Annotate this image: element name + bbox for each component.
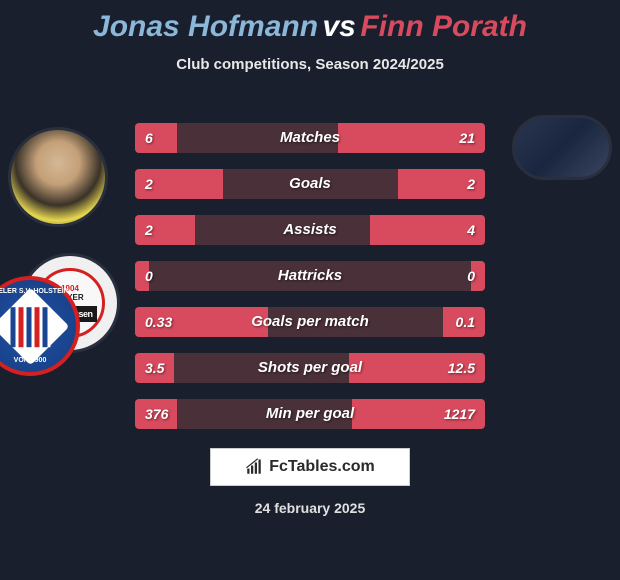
stat-row: Goals per match0.33 0.1 — [135, 307, 485, 337]
fctables-brand: FcTables.com — [269, 458, 375, 476]
stat-label: Goals per match — [135, 307, 485, 337]
fctables-badge[interactable]: FcTables.com — [210, 448, 410, 486]
club2-crest: KIELER S.V. HOLSTEIN VON 1900 — [0, 276, 80, 376]
player2-avatar — [512, 115, 612, 180]
club2-text-top: KIELER S.V. HOLSTEIN — [0, 288, 69, 295]
stat-value-right: 21 — [459, 123, 475, 153]
stat-value-left: 2 — [145, 215, 153, 245]
vs-label: vs — [323, 10, 356, 43]
player1-avatar — [8, 127, 108, 227]
stat-value-right: 0 — [467, 261, 475, 291]
stat-label: Shots per goal — [135, 353, 485, 383]
stat-value-left: 0.33 — [145, 307, 172, 337]
chart-icon — [245, 458, 263, 476]
stat-value-left: 0 — [145, 261, 153, 291]
stat-value-right: 0.1 — [456, 307, 475, 337]
stat-label: Min per goal — [135, 399, 485, 429]
player2-name: Finn Porath — [360, 10, 527, 43]
club2-stripes — [10, 306, 50, 346]
stats-container: Matches621Goals22Assists24Hattricks00Goa… — [135, 123, 485, 445]
stat-value-left: 2 — [145, 169, 153, 199]
stat-row: Hattricks0 0 — [135, 261, 485, 291]
stat-value-left: 3.5 — [145, 353, 164, 383]
stat-label: Assists — [135, 215, 485, 245]
subtitle: Club competitions, Season 2024/2025 — [0, 56, 620, 73]
stat-value-right: 2 — [467, 169, 475, 199]
date-label: 24 february 2025 — [0, 500, 620, 516]
club2-crest-inner — [0, 287, 69, 365]
stat-label: Hattricks — [135, 261, 485, 291]
player1-name: Jonas Hofmann — [93, 10, 318, 43]
stat-row: Matches6 21 — [135, 123, 485, 153]
stat-row: Assists2 4 — [135, 215, 485, 245]
stat-row: Goals2 2 — [135, 169, 485, 199]
stat-value-left: 376 — [145, 399, 168, 429]
stat-value-right: 1217 — [444, 399, 475, 429]
stat-value-right: 12.5 — [448, 353, 475, 383]
stat-value-left: 6 — [145, 123, 153, 153]
comparison-title: Jonas Hofmann vs Finn Porath — [0, 0, 620, 44]
stat-row: Min per goal376 1217 — [135, 399, 485, 429]
stat-row: Shots per goal3.5 12.5 — [135, 353, 485, 383]
stat-label: Matches — [135, 123, 485, 153]
stat-label: Goals — [135, 169, 485, 199]
stat-value-right: 4 — [467, 215, 475, 245]
club2-text-bottom: VON 1900 — [14, 357, 47, 364]
